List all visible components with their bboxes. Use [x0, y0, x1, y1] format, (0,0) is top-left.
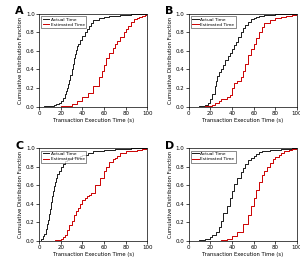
Legend: Actual Time, Estimated Time: Actual Time, Estimated Time [41, 16, 86, 28]
Legend: Actual Time, Estimated Time: Actual Time, Estimated Time [191, 150, 236, 163]
Legend: Actual Time, Estimated Time: Actual Time, Estimated Time [41, 150, 86, 163]
X-axis label: Transaction Execution Time (s): Transaction Execution Time (s) [202, 118, 284, 123]
Y-axis label: Cumulative Distribution Function: Cumulative Distribution Function [168, 151, 173, 238]
X-axis label: Transaction Execution Time (s): Transaction Execution Time (s) [202, 252, 284, 257]
Y-axis label: Cumulative Distribution Function: Cumulative Distribution Function [168, 17, 173, 104]
Y-axis label: Cumulative Distribution Function: Cumulative Distribution Function [18, 151, 23, 238]
Text: B: B [165, 6, 173, 16]
Text: A: A [15, 6, 24, 16]
Legend: Actual Time, Estimated Time: Actual Time, Estimated Time [191, 16, 236, 28]
Y-axis label: Cumulative Distribution Function: Cumulative Distribution Function [18, 17, 23, 104]
X-axis label: Transaction Execution Time (s): Transaction Execution Time (s) [52, 252, 134, 257]
X-axis label: Transaction Execution Time (s): Transaction Execution Time (s) [52, 118, 134, 123]
Text: C: C [15, 141, 23, 151]
Text: D: D [165, 141, 174, 151]
